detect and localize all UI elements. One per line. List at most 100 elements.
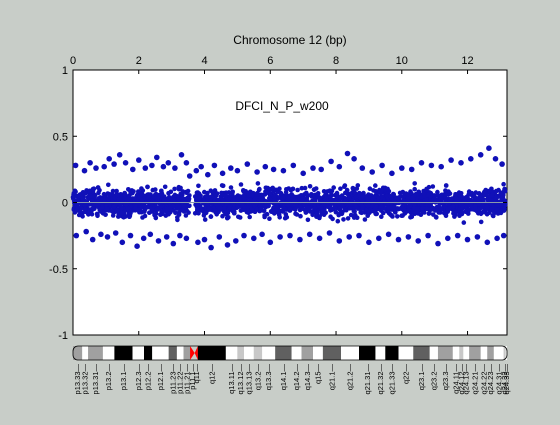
data-point (351, 156, 357, 162)
cloud-point (199, 207, 204, 213)
cloud-point (405, 196, 411, 201)
cloud-point (197, 203, 202, 209)
cloud-point (86, 210, 91, 215)
cloud-point (364, 194, 369, 199)
cytoband (452, 346, 460, 360)
cloud-point (347, 206, 353, 211)
data-point (435, 240, 441, 247)
cytoband-label: q13.3— (264, 364, 273, 391)
cloud-point (155, 197, 160, 202)
data-point (183, 235, 190, 242)
ideogram-outline (72, 345, 508, 361)
data-point (193, 167, 200, 174)
cloud-point (227, 204, 232, 210)
cytoband (503, 346, 506, 360)
cytoband-label: q13.13— (244, 364, 253, 395)
cloud-point (412, 186, 418, 192)
cytoband (262, 346, 276, 360)
data-point (477, 152, 484, 158)
cytoband-label: p13.33— (73, 364, 82, 395)
cloud-point (376, 195, 382, 200)
cloud-point (377, 190, 383, 196)
x-tick-label: 0 (70, 55, 76, 67)
cloud-point (459, 206, 465, 212)
y-tick-label: 0.5 (53, 131, 68, 143)
cloud-point (111, 204, 117, 210)
cytoband-label: p12.1— (156, 364, 165, 391)
cloud-point (247, 214, 252, 220)
data-point (277, 234, 283, 240)
cytoband (480, 346, 488, 360)
cloud-point (319, 211, 325, 216)
cloud-point (122, 192, 128, 197)
cloud-point (343, 197, 349, 203)
data-point (270, 166, 277, 173)
data-point (73, 232, 80, 239)
cloud-point (128, 210, 133, 216)
cloud-point (424, 206, 430, 211)
cytoband-label: p13.31— (91, 364, 100, 395)
cytoband-label: q13.12— (236, 364, 245, 395)
data-point (251, 235, 257, 242)
data-point (244, 161, 251, 167)
chart-title: Chromosome 12 (bp) (233, 33, 346, 47)
ideogram-band-labels: p13.33—p13.32— p13.31— p13.2— p13.1— p12.3— p… (73, 364, 511, 395)
cloud-point (484, 211, 490, 217)
cytoband-label: p13.2— (104, 364, 113, 391)
data-point (134, 243, 140, 249)
cloud-point (307, 184, 313, 189)
cloud-point (258, 206, 264, 211)
data-point (233, 238, 239, 244)
cloud-point (459, 194, 464, 199)
cloud-point (87, 188, 93, 194)
cloud-point (463, 209, 468, 214)
cloud-point (357, 190, 362, 196)
cytoband-label: q24.23— (486, 364, 495, 395)
cloud-point (292, 198, 298, 203)
cloud-point (246, 209, 251, 214)
cloud-point (391, 192, 397, 197)
cloud-point (282, 215, 288, 221)
data-point (101, 163, 107, 170)
data-point (142, 165, 149, 171)
cytoband-label: q21.31— (363, 364, 372, 395)
cloud-point (241, 194, 246, 199)
data-point (474, 234, 481, 240)
cloud-point (147, 210, 152, 215)
cloud-point (351, 208, 357, 214)
data-point (72, 162, 79, 169)
cytoband-label: q13.11— (227, 364, 236, 394)
cloud-point (173, 210, 178, 216)
cloud-point (248, 204, 253, 209)
cytoband-label: q12— (207, 364, 216, 385)
cloud-point (461, 220, 467, 225)
cloud-point (324, 193, 330, 198)
cloud-point (230, 189, 235, 195)
cloud-point (150, 187, 156, 193)
cloud-point (295, 187, 300, 193)
data-point (119, 239, 126, 246)
cloud-point (342, 184, 347, 189)
data-point (81, 167, 88, 174)
cloud-point (366, 199, 372, 204)
cloud-point (158, 204, 164, 210)
cloud-point (433, 214, 439, 220)
cytoband (253, 346, 262, 360)
data-point (87, 160, 93, 166)
cloud-point (358, 210, 364, 215)
data-point (408, 166, 415, 173)
cloud-point (285, 195, 291, 200)
cytoband-label: q24.11— (452, 364, 461, 394)
cloud-point (384, 193, 390, 199)
cloud-point (348, 212, 354, 218)
cloud-point (486, 197, 492, 202)
cloud-point (235, 197, 240, 202)
cloud-point (287, 206, 293, 212)
cloud-point (88, 193, 94, 199)
data-point (287, 232, 293, 239)
cloud-point (100, 205, 105, 210)
cloud-point (350, 185, 356, 191)
data-point (385, 231, 392, 238)
cytoband-label: q24.32— (500, 364, 509, 395)
cloud-point (91, 206, 96, 211)
